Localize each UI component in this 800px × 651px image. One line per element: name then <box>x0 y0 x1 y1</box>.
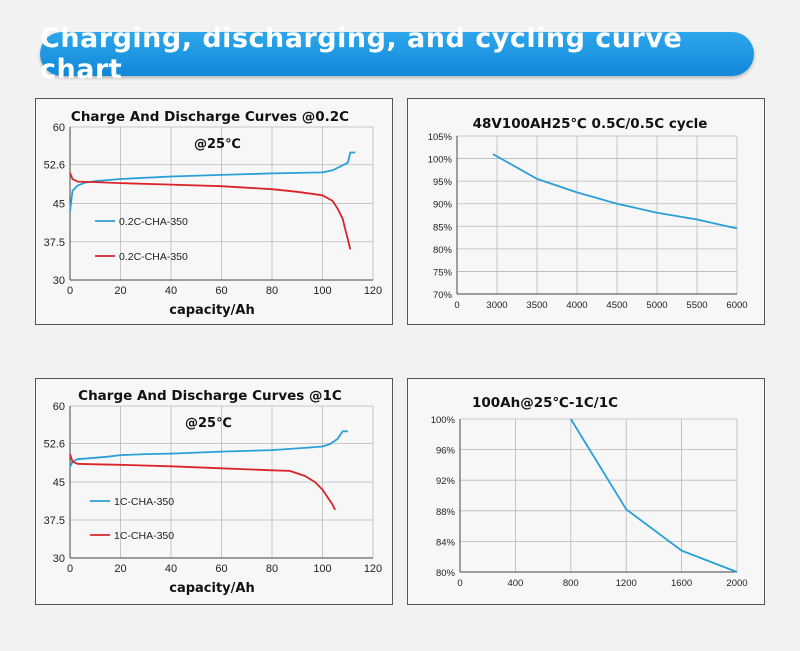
x-tick-label: 3000 <box>486 300 507 311</box>
y-tick-label: 52.6 <box>44 438 65 450</box>
y-tick-label: 52.6 <box>44 160 65 172</box>
y-tick-label: 37.5 <box>44 237 65 249</box>
chart-annotation: @25℃ <box>185 416 232 431</box>
x-tick-label: 60 <box>215 563 227 575</box>
y-tick-label: 84% <box>436 537 456 548</box>
legend-label: 1C-CHA-350 <box>114 496 174 508</box>
y-tick-label: 80% <box>436 568 456 579</box>
x-tick-label: 6000 <box>726 300 747 311</box>
y-tick-label: 37.5 <box>44 515 65 527</box>
series-line-charge <box>69 430 348 468</box>
x-tick-label: 1600 <box>671 578 692 589</box>
y-tick-label: 96% <box>436 446 456 457</box>
chart-title: 48V100AH25℃ 0.5C/0.5C cycle <box>473 116 708 132</box>
chart-panel-charge-discharge-1c <box>35 378 393 605</box>
legend-label: 1C-CHA-350 <box>114 530 174 542</box>
x-tick-label: 100 <box>313 285 331 297</box>
x-tick-label: 40 <box>165 563 177 575</box>
x-tick-label: 3500 <box>526 300 547 311</box>
y-tick-label: 88% <box>436 507 456 518</box>
x-tick-label: 120 <box>364 563 382 575</box>
x-tick-label: 20 <box>114 563 126 575</box>
y-tick-label: 92% <box>436 476 456 487</box>
x-tick-label: 5000 <box>646 300 667 311</box>
chart-title: Charge And Discharge Curves @1C <box>78 388 342 404</box>
x-tick-label: 0 <box>67 563 73 575</box>
x-tick-label: 5500 <box>686 300 707 311</box>
legend-label: 0.2C-CHA-350 <box>119 251 188 263</box>
chart-annotation: @25℃ <box>194 137 241 152</box>
y-tick-label: 100% <box>428 155 453 166</box>
x-tick-label: 0 <box>67 285 73 297</box>
y-tick-label: 30 <box>53 553 65 565</box>
series-line-charge <box>69 151 356 212</box>
x-axis-label: capacity/Ah <box>169 581 254 596</box>
page-title: Charging, discharging, and cycling curve… <box>40 23 683 85</box>
x-tick-label: 800 <box>563 578 579 589</box>
x-tick-label: 1200 <box>616 578 637 589</box>
series-line-charge <box>570 418 738 573</box>
x-tick-label: 40 <box>165 285 177 297</box>
y-tick-label: 95% <box>433 177 453 188</box>
x-tick-label: 0 <box>454 300 459 311</box>
y-tick-label: 80% <box>433 245 453 256</box>
x-tick-label: 4500 <box>606 300 627 311</box>
x-tick-label: 0 <box>457 578 462 589</box>
x-tick-label: 20 <box>114 285 126 297</box>
y-tick-label: 60 <box>53 122 65 134</box>
chart-title: 100Ah@25℃-1C/1C <box>472 395 618 411</box>
x-tick-label: 60 <box>215 285 227 297</box>
series-line-charge <box>492 153 738 230</box>
header-banner: Charging, discharging, and cycling curve… <box>40 23 754 85</box>
x-axis-label: capacity/Ah <box>169 303 254 318</box>
x-tick-label: 4000 <box>566 300 587 311</box>
y-tick-label: 30 <box>53 275 65 287</box>
y-tick-label: 105% <box>428 132 453 143</box>
x-tick-label: 400 <box>507 578 523 589</box>
series-line-discharge <box>69 172 352 250</box>
legend-label: 0.2C-CHA-350 <box>119 216 188 228</box>
series-line-discharge <box>69 453 336 511</box>
x-tick-label: 80 <box>266 563 278 575</box>
y-tick-label: 70% <box>433 290 453 301</box>
y-tick-label: 45 <box>53 199 65 211</box>
y-tick-label: 75% <box>433 267 453 278</box>
x-tick-label: 120 <box>364 285 382 297</box>
y-tick-label: 60 <box>53 401 65 413</box>
x-tick-label: 2000 <box>726 578 747 589</box>
x-tick-label: 80 <box>266 285 278 297</box>
y-tick-label: 100% <box>431 415 456 426</box>
x-tick-label: 100 <box>313 563 331 575</box>
chart-title: Charge And Discharge Curves @0.2C <box>71 109 349 125</box>
y-tick-label: 90% <box>433 200 453 211</box>
chart-panel-charge-discharge-02c <box>35 98 393 325</box>
chart-panel-cycle-1c <box>407 378 765 605</box>
y-tick-label: 45 <box>53 477 65 489</box>
y-tick-label: 85% <box>433 222 453 233</box>
